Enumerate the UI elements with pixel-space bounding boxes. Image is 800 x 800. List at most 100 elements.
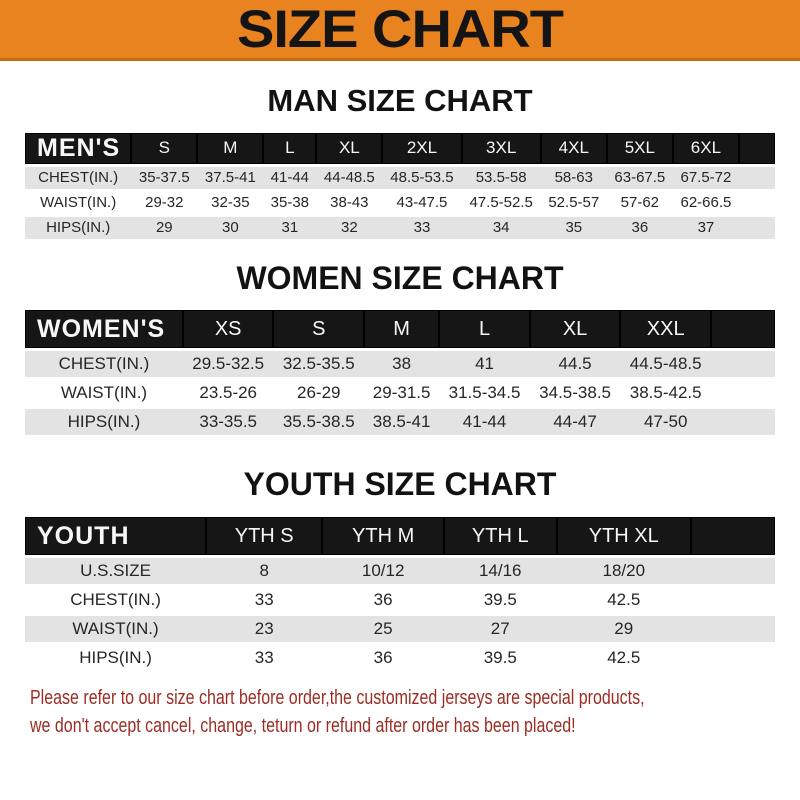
banner-title: SIZE CHART xyxy=(237,0,564,59)
size-column-header: XL xyxy=(529,310,621,349)
size-chart-banner: SIZE CHART xyxy=(0,0,800,61)
size-value-cell: 29 xyxy=(131,216,198,239)
row-label-cell: U.S.SIZE xyxy=(25,558,207,585)
size-value-cell: 29-31.5 xyxy=(364,380,440,407)
size-value-cell: 10/12 xyxy=(322,558,444,585)
size-column-header: M xyxy=(197,132,264,164)
size-column-header: 6XL xyxy=(672,132,739,164)
table-group-header: MEN'S xyxy=(25,132,132,164)
row-label-cell: CHEST(IN.) xyxy=(25,587,207,614)
row-label-cell: HIPS(IN.) xyxy=(25,645,207,672)
size-column-header: YTH XL xyxy=(556,517,691,556)
size-column-header: 4XL xyxy=(540,132,607,164)
size-table-row: CHEST(IN.) 35-37.5 37.5-41 41-44 44-48.5 48.5… xyxy=(25,166,775,189)
size-value-cell: 44-48.5 xyxy=(316,166,383,189)
size-value-cell: 38.5-42.5 xyxy=(620,380,711,407)
size-column-header: 5XL xyxy=(606,132,673,164)
table-group-header: YOUTH xyxy=(25,517,207,556)
size-value-cell: 35-37.5 xyxy=(131,166,198,189)
size-value-cell: 42.5 xyxy=(556,645,691,672)
size-value-cell: 29.5-32.5 xyxy=(182,351,274,378)
size-column-header: XS xyxy=(182,310,274,349)
size-value-cell: 8 xyxy=(206,558,323,585)
size-value-cell: 25 xyxy=(322,616,444,643)
size-table-header-row: YOUTH YTH S YTH M YTH L YTH XL xyxy=(25,517,775,556)
size-value-cell: 44-47 xyxy=(529,409,621,436)
size-value-cell: 32-35 xyxy=(197,191,264,214)
size-value-cell: 34 xyxy=(461,216,541,239)
size-value-cell: 41-44 xyxy=(263,166,317,189)
size-value-cell: 44.5-48.5 xyxy=(620,351,711,378)
women-section-title: WOMEN SIZE CHART xyxy=(236,259,564,296)
size-column-header: XXL xyxy=(620,310,711,349)
size-column-header: M xyxy=(364,310,440,349)
size-value-cell: 38.5-41 xyxy=(364,409,440,436)
size-value-cell: 39.5 xyxy=(443,645,557,672)
size-column-header: XL xyxy=(316,132,383,164)
size-value-cell: 29 xyxy=(556,616,691,643)
row-filler-cell xyxy=(711,380,775,407)
size-column-header: YTH M xyxy=(322,517,444,556)
size-value-cell: 41 xyxy=(439,351,530,378)
size-value-cell: 57-62 xyxy=(606,191,673,214)
size-value-cell: 67.5-72 xyxy=(672,166,739,189)
men-size-table: MEN'S S M L XL 2XL 3XL 4XL 5XL 6XL CHEST(IN.) 35-37… xyxy=(25,130,775,242)
size-table-row: CHEST(IN.) 29.5-32.5 32.5-35.5 38 41 44.5 44.5… xyxy=(25,351,775,378)
size-value-cell: 43-47.5 xyxy=(382,191,462,214)
youth-size-table: YOUTH YTH S YTH M YTH L YTH XL U.S.SIZE 8 10/12… xyxy=(25,514,775,674)
size-value-cell: 14/16 xyxy=(443,558,557,585)
table-group-header: WOMEN'S xyxy=(25,310,183,349)
size-table-row: CHEST(IN.) 33 36 39.5 42.5 xyxy=(25,587,775,614)
size-value-cell: 42.5 xyxy=(556,587,691,614)
size-value-cell: 38 xyxy=(364,351,440,378)
youth-size-table-wrap: YOUTH YTH S YTH M YTH L YTH XL U.S.SIZE 8 10/12… xyxy=(0,514,800,674)
size-value-cell: 35-38 xyxy=(263,191,317,214)
size-table-row: WAIST(IN.) 23 25 27 29 xyxy=(25,616,775,643)
size-column-header: 2XL xyxy=(382,132,462,164)
row-label-cell: HIPS(IN.) xyxy=(25,216,132,239)
size-value-cell: 33 xyxy=(206,587,323,614)
size-table-row: WAIST(IN.) 23.5-26 26-29 29-31.5 31.5-34.5 34… xyxy=(25,380,775,407)
header-filler-cell xyxy=(711,310,775,349)
disclaimer-line-1: Please refer to our size chart before or… xyxy=(30,687,645,710)
size-value-cell: 30 xyxy=(197,216,264,239)
row-label-cell: WAIST(IN.) xyxy=(25,616,207,643)
size-value-cell: 47.5-52.5 xyxy=(461,191,541,214)
size-column-header: L xyxy=(263,132,317,164)
size-column-header: S xyxy=(131,132,198,164)
size-value-cell: 27 xyxy=(443,616,557,643)
size-table-header-row: MEN'S S M L XL 2XL 3XL 4XL 5XL 6XL xyxy=(25,132,775,164)
women-size-table: WOMEN'S XS S M L XL XXL CHEST(IN.) 29.5-32.5 32.5… xyxy=(25,307,775,438)
size-value-cell: 63-67.5 xyxy=(606,166,673,189)
size-column-header: YTH L xyxy=(443,517,557,556)
size-value-cell: 31 xyxy=(263,216,317,239)
row-filler-cell xyxy=(739,166,775,189)
size-value-cell: 39.5 xyxy=(443,587,557,614)
size-value-cell: 32 xyxy=(316,216,383,239)
header-filler-cell xyxy=(739,132,775,164)
size-value-cell: 47-50 xyxy=(620,409,711,436)
size-value-cell: 18/20 xyxy=(556,558,691,585)
size-value-cell: 31.5-34.5 xyxy=(439,380,530,407)
row-label-cell: CHEST(IN.) xyxy=(25,166,132,189)
size-value-cell: 26-29 xyxy=(273,380,365,407)
size-value-cell: 62-66.5 xyxy=(672,191,739,214)
size-value-cell: 35 xyxy=(540,216,607,239)
size-column-header: 3XL xyxy=(461,132,541,164)
disclaimer-text: Please refer to our size chart before or… xyxy=(30,684,646,740)
size-value-cell: 37 xyxy=(672,216,739,239)
size-table-row: U.S.SIZE 8 10/12 14/16 18/20 xyxy=(25,558,775,585)
size-value-cell: 41-44 xyxy=(439,409,530,436)
row-filler-cell xyxy=(711,409,775,436)
size-column-header: L xyxy=(439,310,530,349)
size-table-row: HIPS(IN.) 29 30 31 32 33 34 35 36 37 xyxy=(25,216,775,239)
row-filler-cell xyxy=(691,645,775,672)
size-table-row: HIPS(IN.) 33-35.5 35.5-38.5 38.5-41 41-44 44-… xyxy=(25,409,775,436)
size-column-header: YTH S xyxy=(206,517,323,556)
size-value-cell: 36 xyxy=(606,216,673,239)
row-filler-cell xyxy=(739,191,775,214)
row-filler-cell xyxy=(691,558,775,585)
disclaimer-line-2: we don't accept cancel, change, teturn o… xyxy=(30,715,576,738)
size-value-cell: 33 xyxy=(206,645,323,672)
row-filler-cell xyxy=(739,216,775,239)
